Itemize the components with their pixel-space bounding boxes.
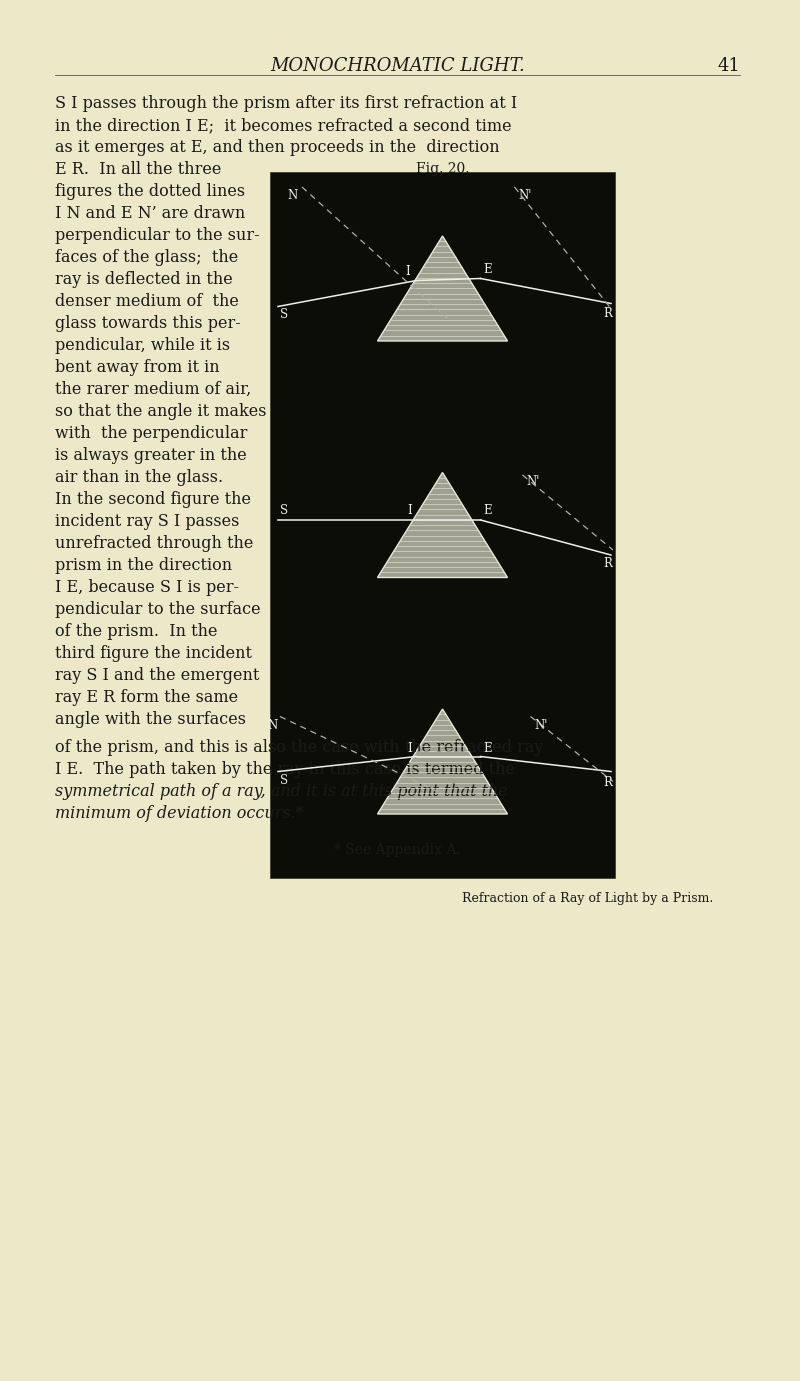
Text: N: N bbox=[268, 718, 278, 732]
Text: perpendicular to the sur-: perpendicular to the sur- bbox=[55, 226, 260, 244]
Text: I E.  The path taken by the ray in this case is termed the: I E. The path taken by the ray in this c… bbox=[55, 761, 515, 778]
Text: R: R bbox=[603, 308, 612, 320]
Text: so that the angle it makes: so that the angle it makes bbox=[55, 403, 266, 420]
Text: S: S bbox=[280, 504, 288, 516]
Text: ray E R form the same: ray E R form the same bbox=[55, 689, 238, 706]
Text: I N and E N’ are drawn: I N and E N’ are drawn bbox=[55, 204, 246, 222]
Text: I: I bbox=[406, 265, 410, 279]
Text: pendicular, while it is: pendicular, while it is bbox=[55, 337, 230, 354]
Text: I: I bbox=[408, 504, 413, 516]
Text: third figure the incident: third figure the incident bbox=[55, 645, 252, 661]
Text: as it emerges at E, and then proceeds in the  direction: as it emerges at E, and then proceeds in… bbox=[55, 139, 500, 156]
Text: in the direction I E;  it becomes refracted a second time: in the direction I E; it becomes refract… bbox=[55, 117, 512, 134]
Text: is always greater in the: is always greater in the bbox=[55, 447, 246, 464]
Text: R: R bbox=[603, 776, 612, 789]
Text: N': N' bbox=[518, 189, 532, 202]
Text: minimum of deviation occurs.*: minimum of deviation occurs.* bbox=[55, 805, 304, 822]
Text: N': N' bbox=[526, 475, 540, 487]
Text: angle with the surfaces: angle with the surfaces bbox=[55, 711, 246, 728]
Text: prism in the direction: prism in the direction bbox=[55, 557, 232, 574]
Text: S: S bbox=[280, 773, 288, 787]
Text: E: E bbox=[483, 264, 492, 276]
Polygon shape bbox=[378, 472, 507, 577]
Text: air than in the glass.: air than in the glass. bbox=[55, 470, 223, 486]
Text: E: E bbox=[483, 742, 492, 754]
Text: I: I bbox=[408, 742, 413, 754]
Text: S: S bbox=[280, 308, 288, 322]
Text: figures the dotted lines: figures the dotted lines bbox=[55, 184, 245, 200]
Text: the rarer medium of air,: the rarer medium of air, bbox=[55, 381, 251, 398]
Text: I E, because S I is per-: I E, because S I is per- bbox=[55, 579, 239, 597]
Text: glass towards this per-: glass towards this per- bbox=[55, 315, 241, 331]
Text: Fig. 20.: Fig. 20. bbox=[416, 162, 470, 175]
Text: R: R bbox=[603, 557, 612, 570]
Text: N': N' bbox=[534, 718, 548, 732]
Bar bbox=[270, 173, 615, 878]
Polygon shape bbox=[378, 236, 507, 341]
Text: incident ray S I passes: incident ray S I passes bbox=[55, 512, 239, 530]
Text: symmetrical path of a ray, and it is at this point that the: symmetrical path of a ray, and it is at … bbox=[55, 783, 508, 800]
Text: pendicular to the surface: pendicular to the surface bbox=[55, 601, 261, 619]
Text: with  the perpendicular: with the perpendicular bbox=[55, 425, 247, 442]
Text: of the prism.  In the: of the prism. In the bbox=[55, 623, 218, 639]
Text: S I passes through the prism after its first refraction at I: S I passes through the prism after its f… bbox=[55, 95, 518, 112]
Text: Refraction of a Ray of Light by a Prism.: Refraction of a Ray of Light by a Prism. bbox=[462, 892, 714, 905]
Text: N: N bbox=[288, 189, 298, 202]
Text: unrefracted through the: unrefracted through the bbox=[55, 534, 254, 552]
Text: ray S I and the emergent: ray S I and the emergent bbox=[55, 667, 259, 684]
Text: denser medium of  the: denser medium of the bbox=[55, 293, 239, 309]
Polygon shape bbox=[378, 708, 507, 813]
Text: * See Appendix A.: * See Appendix A. bbox=[334, 842, 461, 858]
Text: E: E bbox=[483, 504, 492, 516]
Text: bent away from it in: bent away from it in bbox=[55, 359, 220, 376]
Text: MONOCHROMATIC LIGHT.: MONOCHROMATIC LIGHT. bbox=[270, 57, 525, 75]
Text: In the second figure the: In the second figure the bbox=[55, 492, 251, 508]
Text: faces of the glass;  the: faces of the glass; the bbox=[55, 249, 238, 267]
Text: ray is deflected in the: ray is deflected in the bbox=[55, 271, 233, 289]
Text: E R.  In all the three: E R. In all the three bbox=[55, 162, 222, 178]
Text: of the prism, and this is also the case with the refracted ray: of the prism, and this is also the case … bbox=[55, 739, 543, 755]
Text: 41: 41 bbox=[717, 57, 740, 75]
